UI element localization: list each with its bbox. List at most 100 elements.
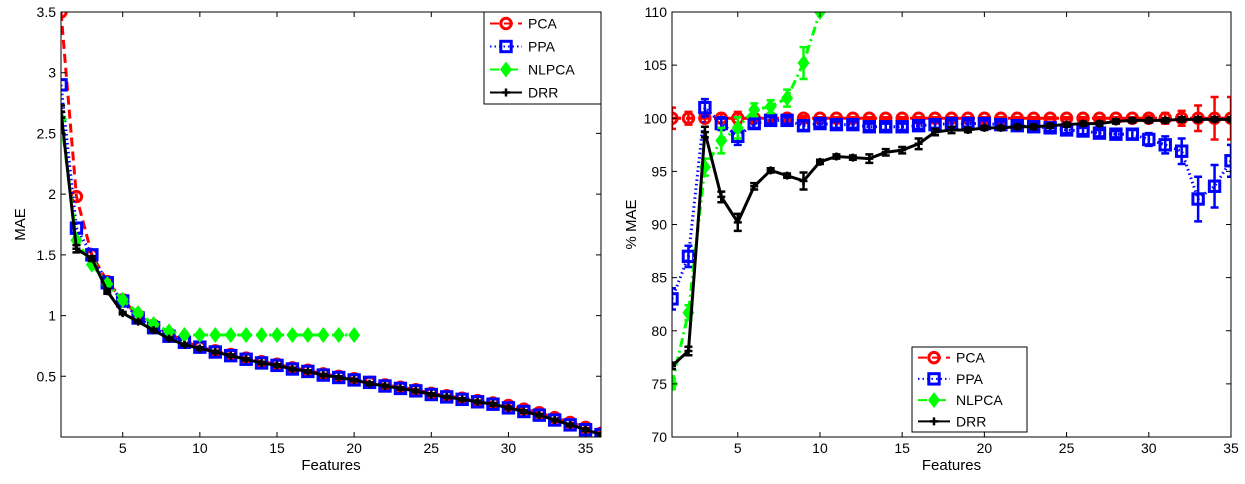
y-tick-label: 0.5 [37, 368, 57, 384]
data-point [881, 148, 890, 157]
data-point [1095, 119, 1104, 128]
error-bar [881, 122, 890, 132]
data-point [748, 101, 761, 118]
data-point [797, 54, 810, 72]
series-nlpca [61, 110, 361, 344]
data-point [1144, 116, 1153, 125]
data-point [1109, 127, 1123, 141]
legend-marker [499, 39, 513, 54]
legend-label: PCA [956, 350, 985, 366]
legend-entry-drr: DRR [918, 413, 986, 429]
data-point [381, 382, 389, 390]
error-bar [914, 121, 923, 131]
x-tick-label: 15 [269, 440, 285, 456]
y-axis-label: % MAE [623, 199, 640, 249]
error-bar [1079, 126, 1088, 136]
data-point [1013, 122, 1022, 131]
data-point [396, 384, 405, 393]
data-point [365, 379, 374, 388]
y-tick-label: 110 [645, 4, 668, 20]
data-point [1158, 138, 1172, 152]
legend-marker [930, 417, 938, 426]
data-point [672, 292, 679, 306]
x-tick-label: 10 [812, 440, 828, 456]
data-point [1128, 116, 1137, 125]
data-point [1194, 115, 1203, 124]
data-point [1111, 117, 1120, 126]
error-bar [1177, 137, 1186, 166]
legend-marker [499, 16, 513, 31]
error-bar [672, 377, 676, 391]
error-bar [672, 106, 676, 131]
data-point [563, 418, 577, 432]
legend-label: PPA [956, 371, 984, 387]
data-point [796, 118, 811, 133]
y-tick-label: 3.5 [37, 4, 57, 20]
data-point [193, 326, 206, 344]
data-point [209, 326, 222, 344]
data-point [61, 78, 68, 92]
data-point [813, 116, 827, 131]
error-bar [865, 115, 874, 121]
y-axis-label: MAE [12, 208, 29, 241]
data-point [1227, 115, 1231, 124]
data-point [566, 420, 575, 429]
error-bar [766, 115, 775, 125]
data-point [1062, 120, 1071, 129]
data-point [597, 430, 601, 437]
data-point [1207, 179, 1222, 193]
data-point [846, 117, 860, 132]
data-point [780, 113, 794, 128]
data-point [270, 326, 284, 344]
data-point [165, 334, 173, 343]
data-point [288, 365, 297, 373]
legend: PCA PPA NLPCA DRR [911, 346, 1028, 433]
x-tick-label: 30 [501, 440, 517, 456]
data-point [879, 120, 893, 134]
error-bar [865, 122, 874, 132]
error-bar [898, 115, 907, 121]
data-point [273, 361, 281, 370]
data-point [149, 326, 158, 335]
data-point [224, 326, 237, 344]
data-point [1177, 115, 1186, 124]
data-point [519, 407, 528, 416]
data-point [783, 171, 792, 180]
data-point [87, 254, 96, 263]
plot-data [672, 12, 1231, 392]
data-point [747, 116, 761, 131]
data-point [781, 90, 794, 107]
data-point [548, 413, 562, 427]
data-point [61, 107, 65, 116]
data-point [550, 416, 559, 424]
data-point [764, 98, 777, 115]
x-axis-label: Features [922, 457, 981, 474]
data-point [1029, 122, 1038, 131]
error-bar [848, 120, 857, 130]
legend-label: PCA [528, 16, 557, 32]
error-bar [815, 119, 824, 128]
y-tick-label: 1 [48, 308, 56, 324]
y-tick-label: 75 [651, 376, 667, 392]
x-tick-label: 35 [1223, 440, 1239, 456]
data-point [911, 118, 926, 133]
legend-entry-pca: PCA [918, 350, 985, 366]
error-bar [1194, 175, 1203, 223]
legend-marker [499, 61, 513, 78]
data-point [72, 244, 81, 253]
data-point [862, 120, 876, 134]
legend-marker [927, 392, 941, 409]
error-bar [1095, 115, 1104, 121]
data-point [799, 176, 808, 185]
legend-entry-ppa: PPA [490, 39, 556, 55]
data-point [180, 340, 189, 349]
data-point [931, 128, 940, 137]
data-point [242, 355, 251, 364]
data-point [427, 390, 436, 399]
data-point [317, 326, 330, 344]
data-point [103, 287, 112, 296]
data-point [1079, 119, 1088, 128]
data-point [1092, 126, 1107, 140]
data-point [672, 361, 676, 370]
